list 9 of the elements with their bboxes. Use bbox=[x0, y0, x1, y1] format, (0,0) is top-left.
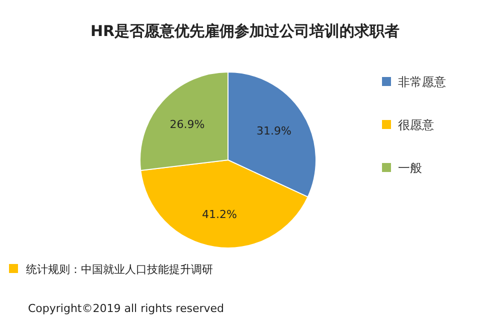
text: 统计规则：中国就业人口技能提升调研 bbox=[26, 263, 213, 276]
data-label: 41.2% bbox=[202, 208, 237, 221]
data-label: 31.9% bbox=[256, 124, 292, 138]
chart-title: HR是否愿意优先雇佣参加过公司培训的求职者 bbox=[90, 22, 400, 40]
legend-label: 一般 bbox=[398, 161, 422, 175]
legend-label: 非常愿意 bbox=[398, 75, 446, 89]
text: Copyright©2019 all rights reserved bbox=[28, 302, 224, 315]
data-label: 26.9% bbox=[170, 118, 205, 131]
legend-label: 很愿意 bbox=[398, 118, 434, 132]
